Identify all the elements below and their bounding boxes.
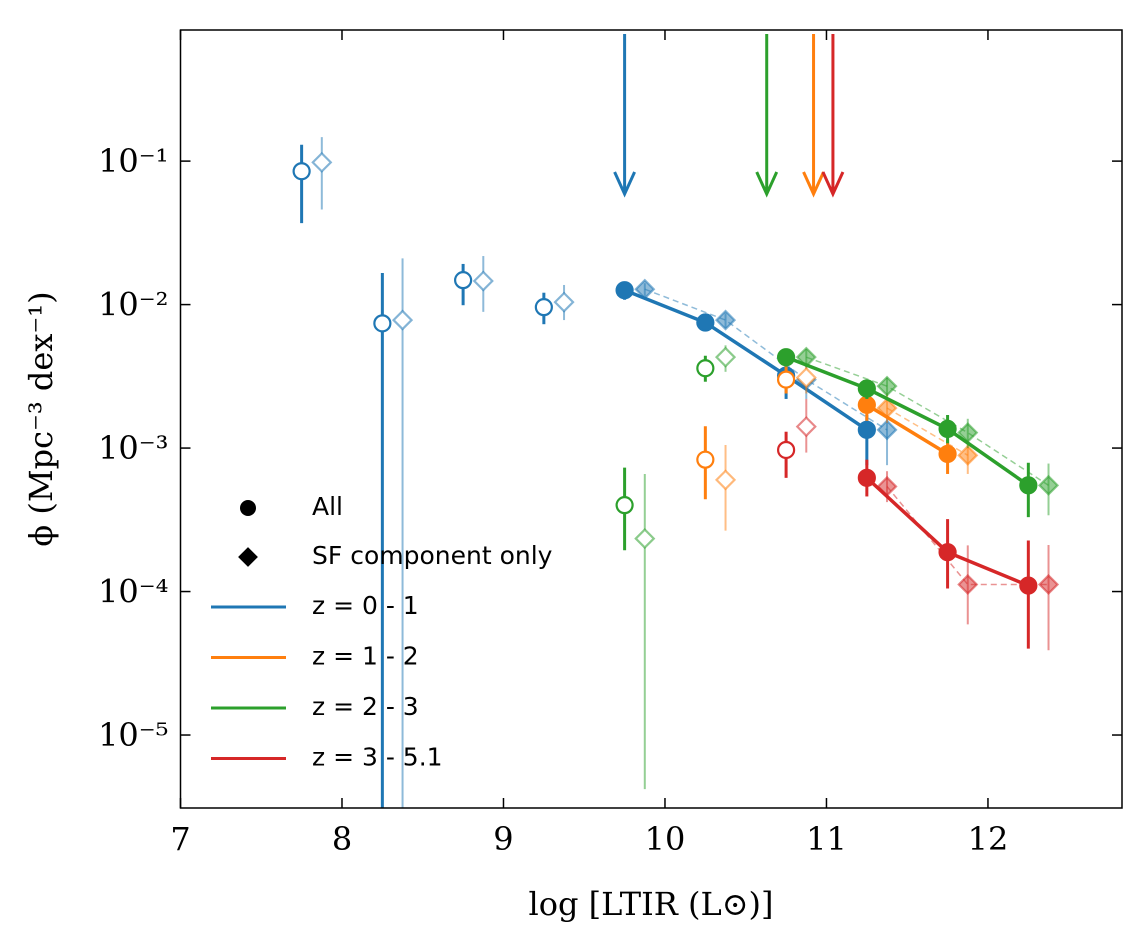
sf-point [714,469,737,491]
point [615,496,634,515]
series-line [865,403,949,456]
sf-line [886,407,969,456]
sf-point [795,346,817,368]
sf-point [1037,573,1060,596]
point [454,271,473,290]
sf-point [634,278,656,300]
legend-label: All [312,492,343,521]
y-tick-label: 10⁻⁵ [98,716,168,754]
legend-label: SF component only [312,541,553,570]
x-tick-label: 9 [493,820,513,858]
legend: All SF component only z = 0 - 1 z = 1 - 2… [211,492,553,772]
limit-arrow [821,34,845,198]
sf-point [957,573,979,596]
legend-label: z = 1 - 2 [312,642,419,671]
x-tick-label: 7 [170,820,190,858]
x-tick-label: 12 [968,820,1009,858]
point [857,468,876,487]
point [776,348,796,367]
sf-point [957,444,979,466]
point [292,162,311,181]
sf-point [876,419,898,441]
sf-line [644,288,888,431]
legend-label: z = 3 - 5.1 [312,743,443,772]
sf-point [714,309,737,331]
point [615,281,634,300]
axes-frame [179,29,1123,809]
y-tick-label: 10⁻² [98,286,168,324]
sf-line [886,485,1049,586]
point [696,313,715,332]
point [938,444,957,464]
limit-arrow [613,34,636,198]
legend-marker [238,547,258,567]
sf-point [1037,474,1060,496]
point [857,379,876,398]
y-tick-label: 10⁻⁴ [98,573,168,611]
sf-point [553,291,575,313]
sf-point [795,416,817,438]
sf-line [806,356,1049,486]
y-tick-label: 10⁻³ [98,429,168,467]
sf-point [472,270,494,292]
x-tick-label: 11 [806,820,847,858]
legend-label: z = 2 - 3 [312,692,419,721]
point [938,419,957,439]
y-tick-label: 10⁻¹ [98,142,168,180]
point [534,298,553,317]
sf-point [311,151,333,173]
sf-point [714,346,737,368]
legend-marker [240,500,256,516]
sf-point [634,528,656,550]
point [857,420,876,439]
sf-point [795,367,817,389]
point [776,370,796,389]
x-axis-label: log [LTIR (L⊙)] [528,885,773,923]
x-tick-label: 10 [645,820,686,858]
point [1019,476,1038,495]
limit-arrow [755,34,779,198]
sf-point [957,422,979,444]
y-axis-label: ϕ (Mpc⁻³ dex⁻¹) [22,291,60,546]
point [1019,576,1038,595]
point [373,314,392,333]
sf-point [391,309,414,331]
sf-point [876,375,898,397]
legend-label: z = 0 - 1 [312,591,419,620]
series-line [785,355,1030,487]
limit-arrow [802,34,825,198]
x-tick-label: 8 [332,820,352,858]
point [857,395,876,414]
series-line [623,288,868,432]
point [696,359,715,378]
sf-point [876,475,898,498]
point [696,450,715,469]
sf-point [876,397,898,419]
point [776,440,796,460]
plot-area [292,137,1060,808]
